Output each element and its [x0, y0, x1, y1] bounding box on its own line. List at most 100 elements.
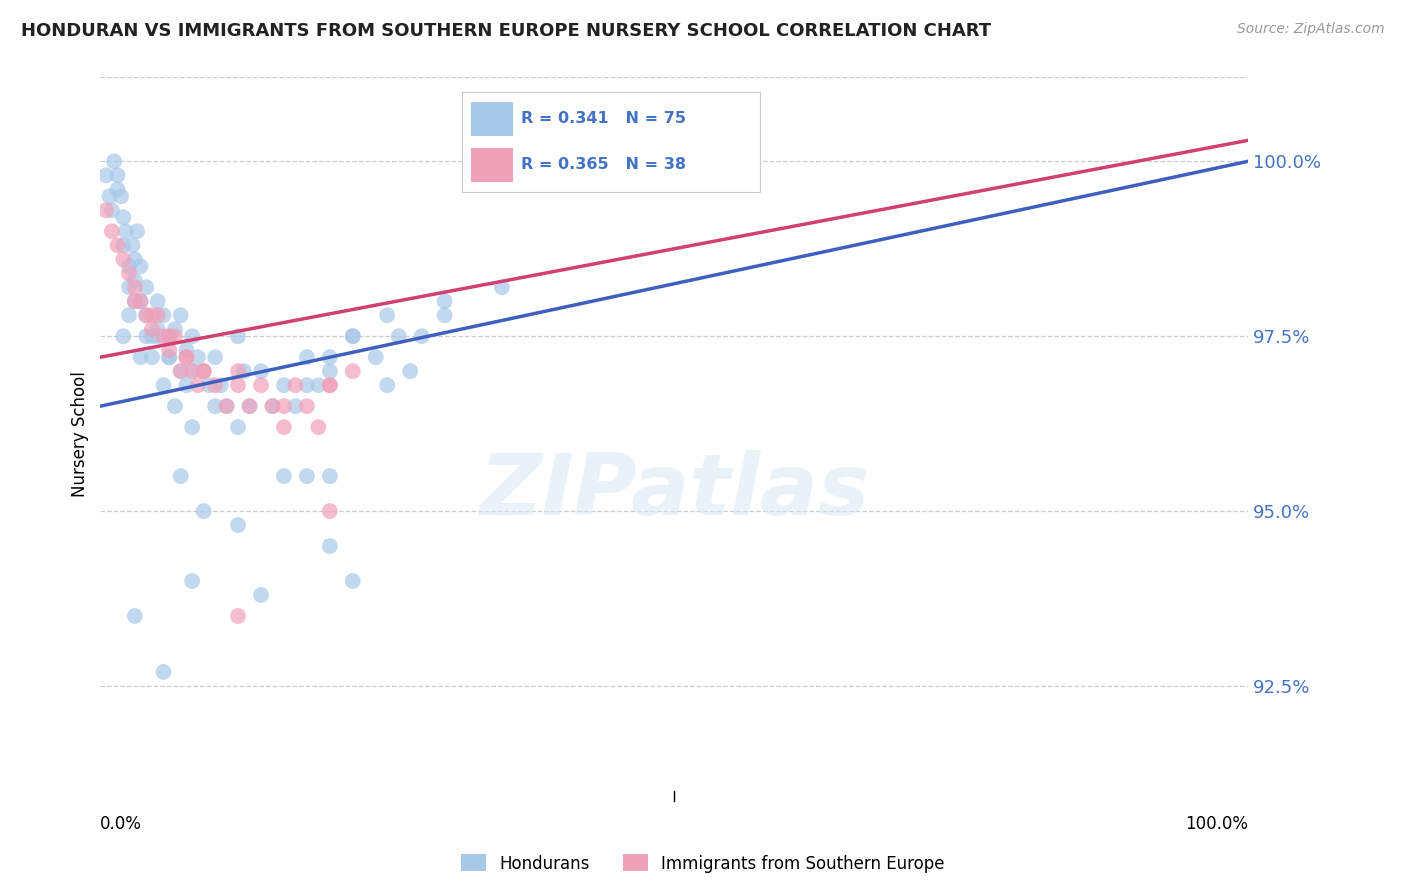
Point	[319, 378, 342, 392]
Point	[262, 399, 284, 413]
Point	[319, 504, 342, 518]
Point	[129, 294, 152, 309]
Point	[152, 329, 174, 343]
Point	[124, 609, 146, 624]
Point	[262, 399, 284, 413]
Point	[215, 399, 238, 413]
Point	[135, 280, 157, 294]
Legend: Hondurans, Immigrants from Southern Europe: Hondurans, Immigrants from Southern Euro…	[454, 847, 952, 880]
Point	[193, 504, 215, 518]
Point	[342, 329, 364, 343]
Point	[118, 266, 141, 280]
Point	[295, 350, 318, 364]
Point	[112, 238, 135, 252]
Point	[295, 469, 318, 483]
Point	[157, 350, 180, 364]
Point	[163, 322, 186, 336]
Point	[250, 364, 273, 378]
Point	[125, 224, 148, 238]
Point	[157, 329, 180, 343]
Point	[209, 378, 232, 392]
Point	[307, 378, 329, 392]
Point	[388, 329, 411, 343]
Point	[284, 378, 307, 392]
Point	[181, 420, 204, 434]
Point	[176, 350, 198, 364]
Point	[170, 308, 193, 322]
Point	[112, 329, 135, 343]
Point	[135, 308, 157, 322]
Point	[152, 665, 174, 679]
Point	[375, 378, 398, 392]
Point	[152, 308, 174, 322]
Point	[146, 322, 169, 336]
Point	[433, 294, 456, 309]
Point	[215, 399, 238, 413]
Point	[129, 350, 152, 364]
Point	[176, 378, 198, 392]
Point	[176, 350, 198, 364]
Point	[118, 280, 141, 294]
Point	[157, 343, 180, 358]
Point	[411, 329, 433, 343]
Point	[163, 399, 186, 413]
Point	[198, 378, 221, 392]
Point	[226, 518, 249, 533]
Point	[118, 308, 141, 322]
Point	[124, 273, 146, 287]
Point	[204, 399, 226, 413]
Point	[204, 350, 226, 364]
Point	[107, 169, 129, 183]
Point	[94, 203, 117, 218]
Point	[124, 252, 146, 267]
Point	[187, 350, 209, 364]
Point	[181, 574, 204, 588]
Point	[364, 350, 387, 364]
Y-axis label: Nursery School: Nursery School	[72, 371, 89, 497]
Point	[319, 350, 342, 364]
Point	[146, 294, 169, 309]
Point	[181, 329, 204, 343]
Point	[226, 378, 249, 392]
Text: 0.0%: 0.0%	[100, 815, 142, 833]
Point	[112, 252, 135, 267]
Point	[124, 294, 146, 309]
Point	[141, 308, 163, 322]
Point	[101, 224, 124, 238]
Point	[295, 399, 318, 413]
Point	[157, 329, 180, 343]
Point	[232, 364, 254, 378]
Point	[129, 260, 152, 274]
Point	[170, 364, 193, 378]
Point	[141, 350, 163, 364]
Point	[101, 203, 124, 218]
Point	[152, 378, 174, 392]
Text: Source: ZipAtlas.com: Source: ZipAtlas.com	[1237, 22, 1385, 37]
Point	[204, 378, 226, 392]
Point	[491, 280, 513, 294]
Point	[187, 378, 209, 392]
Point	[375, 308, 398, 322]
Point	[319, 378, 342, 392]
Point	[273, 420, 295, 434]
Text: 100.0%: 100.0%	[1185, 815, 1249, 833]
Point	[250, 378, 273, 392]
Point	[170, 364, 193, 378]
Point	[250, 588, 273, 602]
Point	[107, 238, 129, 252]
Point	[107, 182, 129, 196]
Point	[124, 280, 146, 294]
Point	[342, 574, 364, 588]
Point	[141, 329, 163, 343]
Point	[342, 364, 364, 378]
Point	[226, 329, 249, 343]
Point	[193, 364, 215, 378]
Point	[135, 329, 157, 343]
Point	[193, 364, 215, 378]
Point	[103, 154, 125, 169]
Point	[226, 609, 249, 624]
Point	[226, 420, 249, 434]
Point	[433, 308, 456, 322]
Point	[399, 364, 422, 378]
Point	[181, 364, 204, 378]
